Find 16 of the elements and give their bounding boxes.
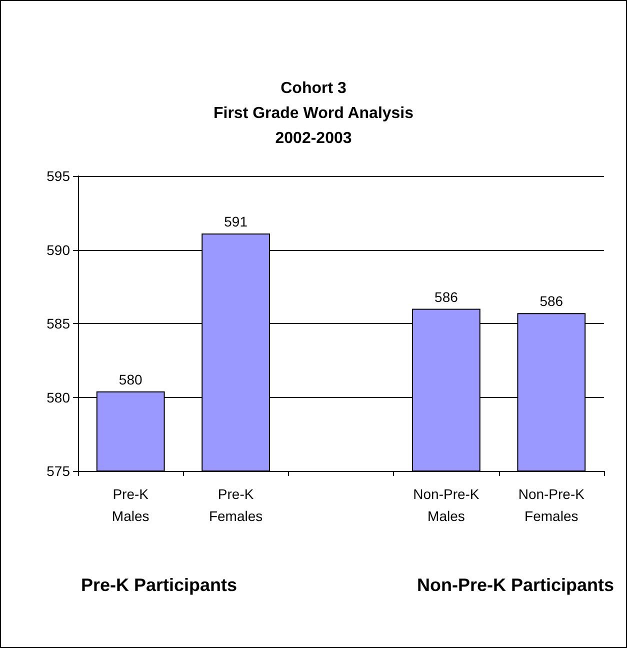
y-tick-label: 585: [46, 316, 70, 332]
data-label: 591: [224, 214, 248, 230]
y-tick-label: 580: [46, 389, 70, 406]
text: Pre-K Participants: [81, 575, 238, 595]
chart-title: Cohort 3 First Grade Word Analysis 2002-2003: [213, 80, 414, 147]
text: Non-Pre-K Participants: [416, 575, 614, 595]
y-tick-label: 575: [46, 463, 70, 479]
x-tick-label: Non-Pre-K Males: [413, 486, 480, 524]
x-tick-label: Pre-K Females: [208, 486, 263, 524]
y-tick-label: 595: [46, 168, 70, 184]
x-tick-label: Pre-K Males: [112, 486, 150, 524]
y-tick-label: 590: [46, 242, 70, 258]
x-tick-label: Non-Pre-K Females: [518, 486, 586, 524]
data-label: 580: [118, 371, 142, 388]
data-label: 586: [434, 288, 458, 305]
data-label: 586: [540, 293, 564, 310]
